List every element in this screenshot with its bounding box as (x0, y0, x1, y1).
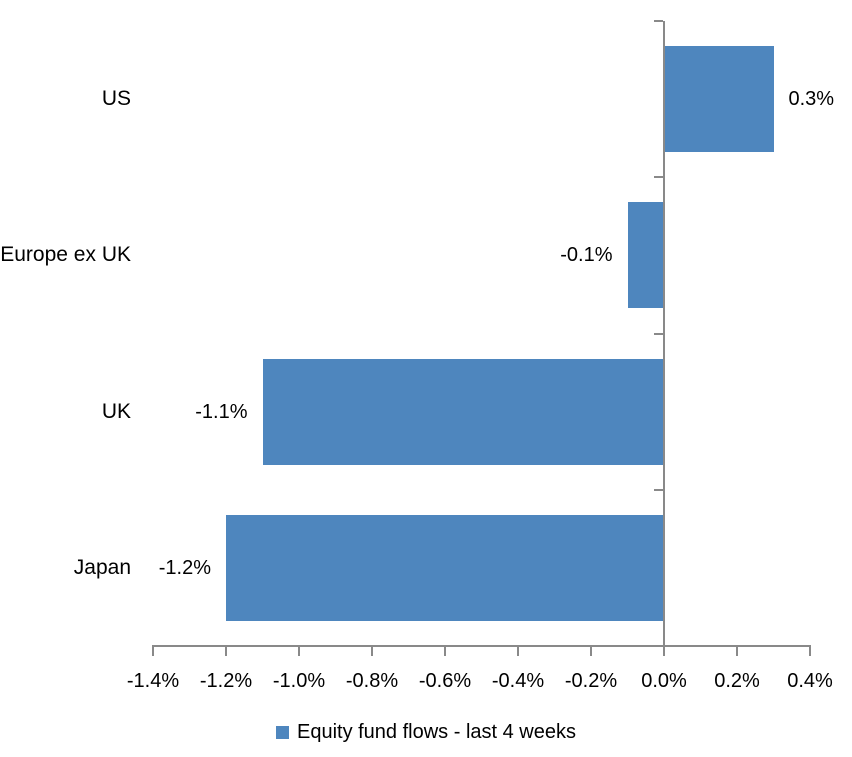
category-label-us: US (101, 87, 131, 111)
x-tick-label: 0.2% (714, 670, 760, 692)
value-label-us: 0.3% (788, 88, 835, 111)
legend-label: Equity fund flows - last 4 weeks (296, 720, 576, 743)
x-axis-line (152, 645, 811, 647)
x-tick-label: -1.0% (272, 670, 326, 692)
x-axis-tick (663, 647, 665, 656)
bar-japan (226, 514, 664, 621)
x-axis-tick (371, 647, 373, 656)
x-axis-tick (736, 647, 738, 656)
x-tick-label: -0.8% (345, 670, 399, 692)
y-axis-tick (654, 176, 663, 179)
y-axis-tick (654, 488, 663, 491)
bar-uk (262, 358, 664, 465)
legend: Equity fund flows - last 4 weeks (0, 716, 852, 748)
category-label-europe-ex-uk: Europe ex UK (0, 243, 131, 267)
x-axis-tick (152, 647, 154, 656)
x-tick-label: -0.6% (418, 670, 472, 692)
value-label-uk: -1.1% (195, 400, 248, 423)
x-axis-tick (517, 647, 519, 656)
value-label-japan: -1.2% (158, 556, 211, 579)
legend-swatch-icon (275, 725, 289, 739)
x-tick-label: 0.0% (641, 670, 687, 692)
bar-us (664, 46, 774, 153)
x-axis-tick (809, 647, 811, 656)
x-tick-label: 0.4% (787, 670, 833, 692)
category-label-uk: UK (101, 399, 131, 423)
x-axis-tick (225, 647, 227, 656)
category-label-japan: Japan (73, 555, 131, 579)
x-tick-label: -1.4% (126, 670, 180, 692)
x-axis-tick (298, 647, 300, 656)
x-axis-tick (444, 647, 446, 656)
y-axis-tick (654, 332, 663, 335)
value-label-europe-ex-uk: -0.1% (560, 244, 613, 267)
x-tick-label: -1.2% (199, 670, 253, 692)
bar-europe-ex-uk (627, 202, 664, 309)
x-tick-label: -0.2% (564, 670, 618, 692)
x-tick-label: -0.4% (491, 670, 545, 692)
y-axis-line (663, 21, 665, 646)
y-axis-tick (654, 20, 663, 22)
x-axis-tick (590, 647, 592, 656)
